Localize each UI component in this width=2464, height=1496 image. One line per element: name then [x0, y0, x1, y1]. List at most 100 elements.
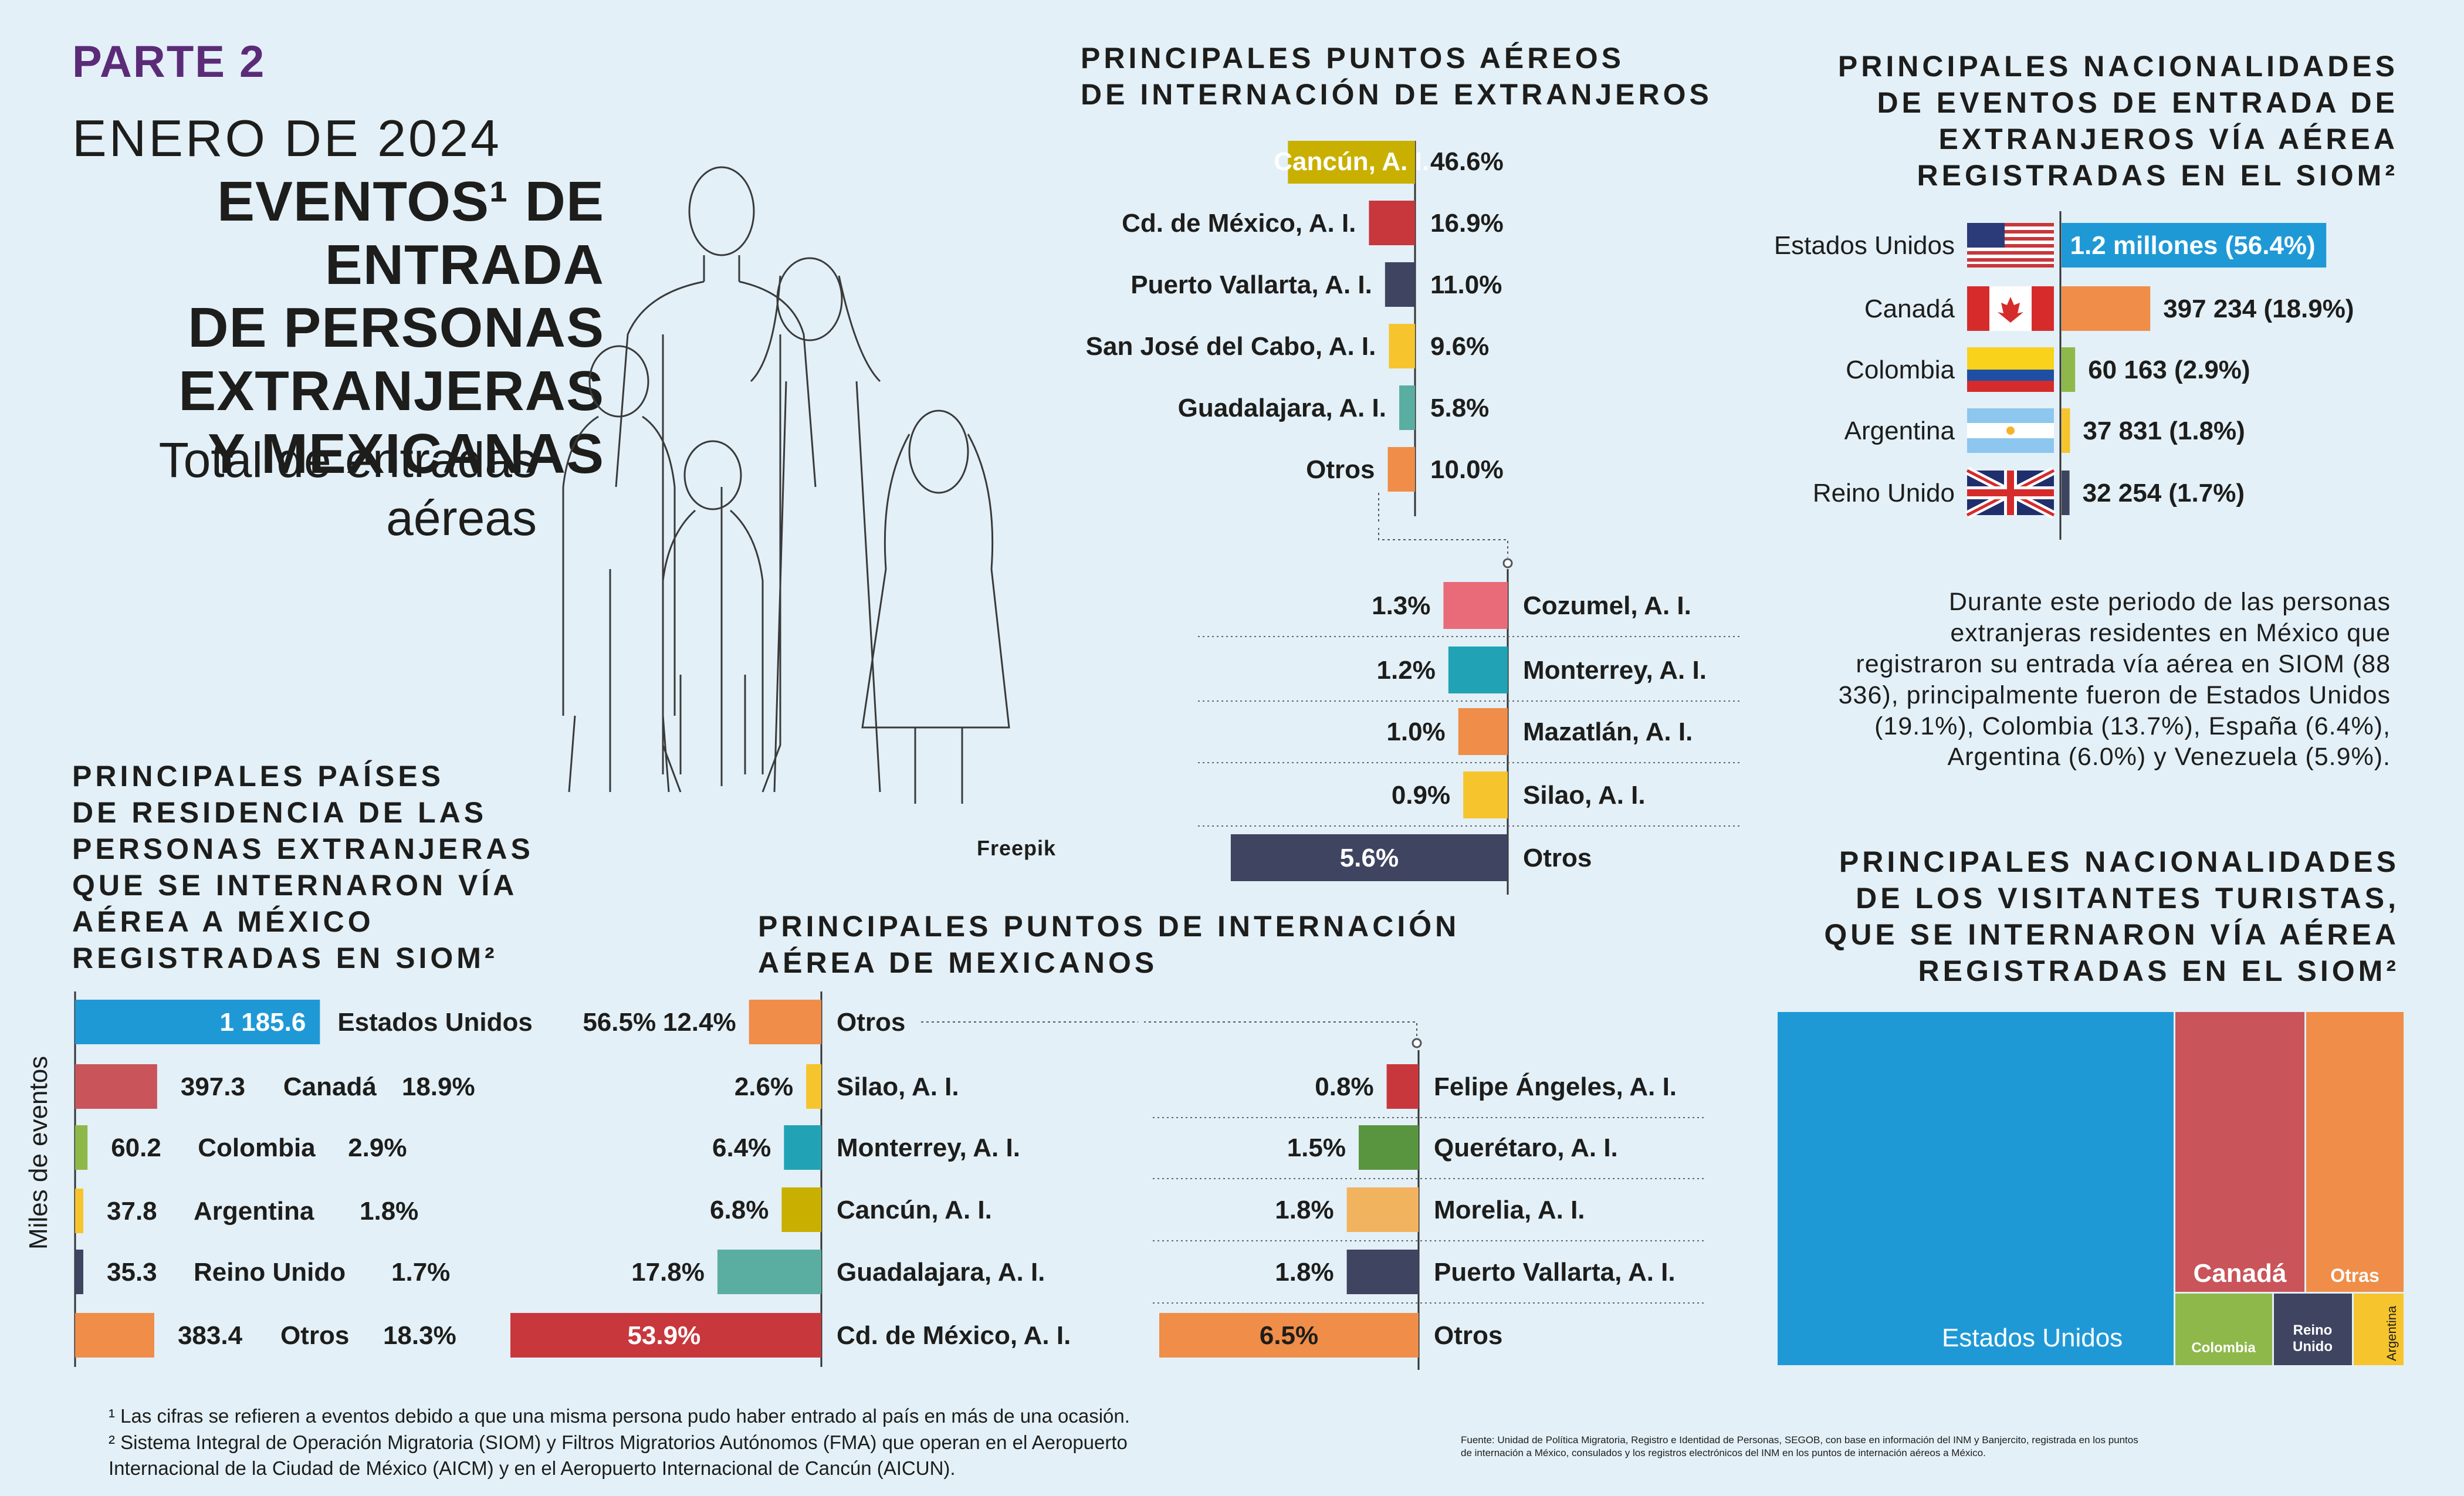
- category-label: Otros: [1434, 1321, 1502, 1350]
- category-label: Cd. de México, A. I.: [837, 1321, 1071, 1350]
- category-label: Cancún, A. I.: [837, 1196, 992, 1224]
- section-title-line: QUE SE INTERNARON VÍA: [72, 869, 518, 902]
- bar: [75, 1250, 83, 1294]
- category-label: Mazatlán, A. I.: [1523, 717, 1693, 746]
- section-title-line: QUE SE INTERNARON VÍA AÉREA: [1824, 918, 2399, 951]
- value-label: 10.0%: [1430, 455, 1504, 484]
- bar: [75, 1064, 157, 1109]
- main-title-line: EXTRANJERAS: [178, 359, 604, 422]
- value-label: 37.8: [107, 1197, 157, 1226]
- bar: [1389, 324, 1415, 368]
- bar: [1346, 1250, 1419, 1294]
- category-label: San José del Cabo, A. I.: [1086, 332, 1376, 361]
- category-label: Guadalajara, A. I.: [1178, 394, 1386, 422]
- main-title: EVENTOS¹ DE ENTRADA DE PERSONAS EXTRANJE…: [59, 170, 604, 486]
- bar: [510, 1313, 821, 1358]
- section-title-line: EXTRANJEROS VÍA AÉREA: [1938, 123, 2398, 155]
- value-label: 1.2 millones (56.4%): [2070, 231, 2316, 260]
- colombia-flag-icon: [1967, 347, 2054, 392]
- bar: [2062, 223, 2327, 268]
- source-line: Fuente: Unidad de Política Migratoria, R…: [1461, 1434, 2138, 1446]
- connector-dot: [1412, 1038, 1422, 1048]
- percent-label: 56.5%: [583, 1008, 656, 1037]
- value-label: 60 163 (2.9%): [2088, 356, 2250, 384]
- category-label: Canadá: [1864, 295, 1955, 323]
- percent-label: 18.3%: [383, 1321, 456, 1350]
- value-label: 35.3: [107, 1258, 157, 1287]
- argentina-flag-icon: [1967, 408, 2054, 453]
- category-label: Guadalajara, A. I.: [837, 1258, 1045, 1287]
- bar: [2062, 286, 2151, 331]
- category-label: Puerto Vallarta, A. I.: [1434, 1258, 1676, 1287]
- y-axis-label: Miles de eventos: [24, 1056, 53, 1250]
- footnote-line: Internacional de la Ciudad de México (AI…: [109, 1457, 956, 1480]
- bar: [749, 1000, 821, 1044]
- value-label: 1.5%: [1287, 1133, 1346, 1162]
- bar: [1369, 201, 1415, 245]
- category-label: Monterrey, A. I.: [837, 1133, 1020, 1162]
- canada-flag-icon: [1967, 286, 2054, 331]
- value-label: 383.4: [178, 1321, 243, 1350]
- bar: [1385, 262, 1415, 307]
- percent-label: 18.9%: [402, 1072, 475, 1101]
- category-label: Silao, A. I.: [837, 1072, 959, 1101]
- category-label: Estados Unidos: [337, 1008, 533, 1037]
- bar: [75, 1313, 154, 1358]
- value-label: 2.6%: [735, 1072, 793, 1101]
- value-label: 1 185.6: [220, 1008, 306, 1037]
- section-title-turistas: PRINCIPALES NACIONALIDADES DE LOS VISITA…: [1795, 844, 2399, 989]
- bar: [717, 1250, 821, 1294]
- main-title-line: DE PERSONAS: [188, 296, 604, 360]
- section-title-line: DE RESIDENCIA DE LAS: [72, 796, 488, 829]
- bar: [2062, 408, 2070, 453]
- footnote-line: ² Sistema Integral de Operación Migrator…: [109, 1431, 1128, 1453]
- section-title-line: AÉREA A MÉXICO: [72, 905, 374, 938]
- bar: [2062, 347, 2076, 392]
- value-label: 0.9%: [1392, 781, 1450, 810]
- bar: [1458, 708, 1508, 755]
- section-title-line: DE INTERNACIÓN DE EXTRANJEROS: [1081, 78, 1712, 111]
- footnotes: ¹ Las cifras se refieren a eventos debid…: [109, 1403, 1399, 1482]
- cell-label: Canadá: [2194, 1259, 2287, 1288]
- category-label: Morelia, A. I.: [1434, 1196, 1585, 1224]
- section-title-puntos-mexicanos: PRINCIPALES PUNTOS DE INTERNACIÓN AÉREA …: [758, 908, 1460, 981]
- section-title-line: PRINCIPALES PUNTOS DE INTERNACIÓN: [758, 910, 1460, 943]
- value-label: 6.8%: [710, 1196, 769, 1224]
- value-label: 12.4%: [663, 1008, 736, 1037]
- section-title-line: PRINCIPALES NACIONALIDADES: [1839, 845, 2399, 878]
- part-label: PARTE 2: [72, 37, 266, 87]
- chart-nacionalidades: Estados Unidos 1.2 millones (56.4%) Canadá…: [1774, 211, 2354, 540]
- value-label: 1.0%: [1386, 717, 1445, 746]
- residents-paragraph: Durante este periodo de las personas ext…: [1838, 588, 2391, 771]
- source-line: de internación a México, consulados y lo…: [1461, 1447, 1986, 1459]
- treemap-cell: [2175, 1012, 2304, 1292]
- bar: [781, 1187, 821, 1232]
- uk-flag-icon: [1965, 466, 2056, 519]
- percent-label: 1.7%: [391, 1258, 450, 1287]
- chart-otros-mexicanos: 0.8% Felipe Ángeles, A. I. 1.5% Querétaro, …: [1144, 1021, 1704, 1370]
- section-title-nacionalidades: PRINCIPALES NACIONALIDADES DE EVENTOS DE…: [1819, 48, 2398, 194]
- connector-line: [1378, 528, 1508, 557]
- bar: [1359, 1125, 1419, 1170]
- category-label: Cozumel, A. I.: [1523, 591, 1691, 620]
- chart-puntos-extranjeros: Cancún, A. I. 46.6% Cd. de México, A. I. 16…: [1086, 141, 1504, 522]
- bar: [75, 1125, 88, 1170]
- category-label: Colombia: [198, 1133, 316, 1162]
- bar: [1386, 1064, 1419, 1109]
- value-label: 1.8%: [1275, 1196, 1333, 1224]
- chart-paises-residencia: Miles de eventos 1 185.6 Estados Unidos 56.…: [24, 991, 656, 1367]
- bar: [1230, 834, 1508, 881]
- connector-line: [1144, 1021, 1417, 1038]
- source-note: Fuente: Unidad de Política Migratoria, R…: [1461, 1434, 2411, 1460]
- category-label: Reino Unido: [1813, 479, 1955, 507]
- chart-otros-extranjeros: 1.3% Cozumel, A. I. 1.2% Monterrey, A. I. 1.…: [1198, 528, 1739, 895]
- category-label: Otros: [280, 1321, 349, 1350]
- section-title-paises: PRINCIPALES PAÍSES DE RESIDENCIA DE LAS …: [72, 758, 534, 976]
- treemap-cell: [2354, 1294, 2404, 1365]
- percent-label: 1.8%: [360, 1197, 418, 1226]
- bar: [1443, 582, 1508, 629]
- main-title-line: Y MEXICANAS: [207, 422, 604, 486]
- bar: [784, 1125, 821, 1170]
- percent-label: 2.9%: [348, 1133, 407, 1162]
- category-label: Cd. de México, A. I.: [1122, 209, 1356, 238]
